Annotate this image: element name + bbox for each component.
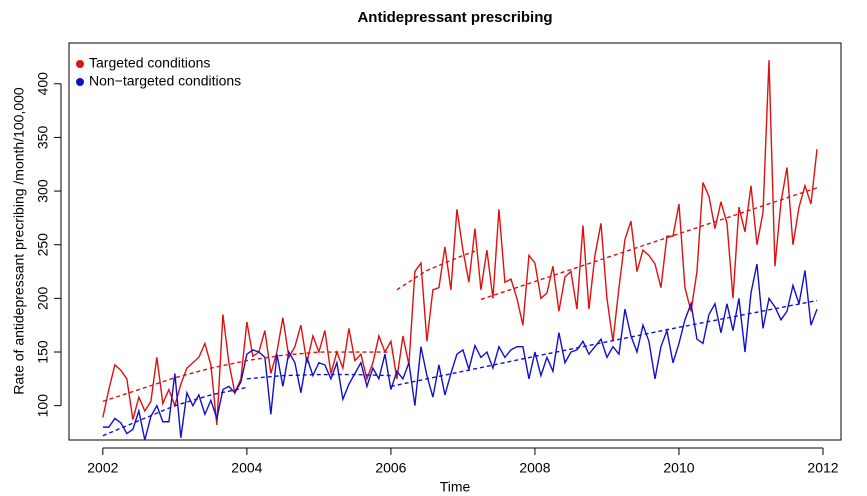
- x-axis-label: Time: [440, 479, 471, 495]
- y-axis-label: Rate of antidepressant precribing /month…: [11, 87, 27, 395]
- series-line: [102, 60, 818, 426]
- trend-line: [102, 386, 248, 437]
- x-tick-label: 2004: [231, 460, 262, 476]
- trend-line: [246, 373, 391, 380]
- y-tick-label: 300: [35, 179, 51, 203]
- trend-line: [480, 187, 818, 301]
- x-tick-label: 2002: [87, 460, 118, 476]
- legend-label: Targeted conditions: [89, 55, 210, 71]
- legend-marker: [76, 78, 84, 86]
- trend-line: [390, 299, 818, 388]
- legend-marker: [76, 60, 84, 68]
- legend-label: Non−targeted conditions: [89, 73, 241, 89]
- series-line: [102, 263, 818, 441]
- chart-title: Antidepressant prescribing: [357, 9, 552, 26]
- y-tick-label: 100: [35, 394, 51, 418]
- y-tick-label: 150: [35, 340, 51, 364]
- y-tick-label: 400: [35, 72, 51, 96]
- y-tick-label: 200: [35, 286, 51, 310]
- trend-line: [396, 250, 476, 291]
- y-tick-label: 350: [35, 126, 51, 150]
- x-tick-label: 2006: [375, 460, 406, 476]
- x-tick-label: 2012: [807, 460, 838, 476]
- y-tick-label: 250: [35, 233, 51, 257]
- x-tick-label: 2008: [519, 460, 550, 476]
- trend-line: [102, 351, 391, 403]
- x-tick-label: 2010: [663, 460, 694, 476]
- plot-frame: [68, 42, 842, 441]
